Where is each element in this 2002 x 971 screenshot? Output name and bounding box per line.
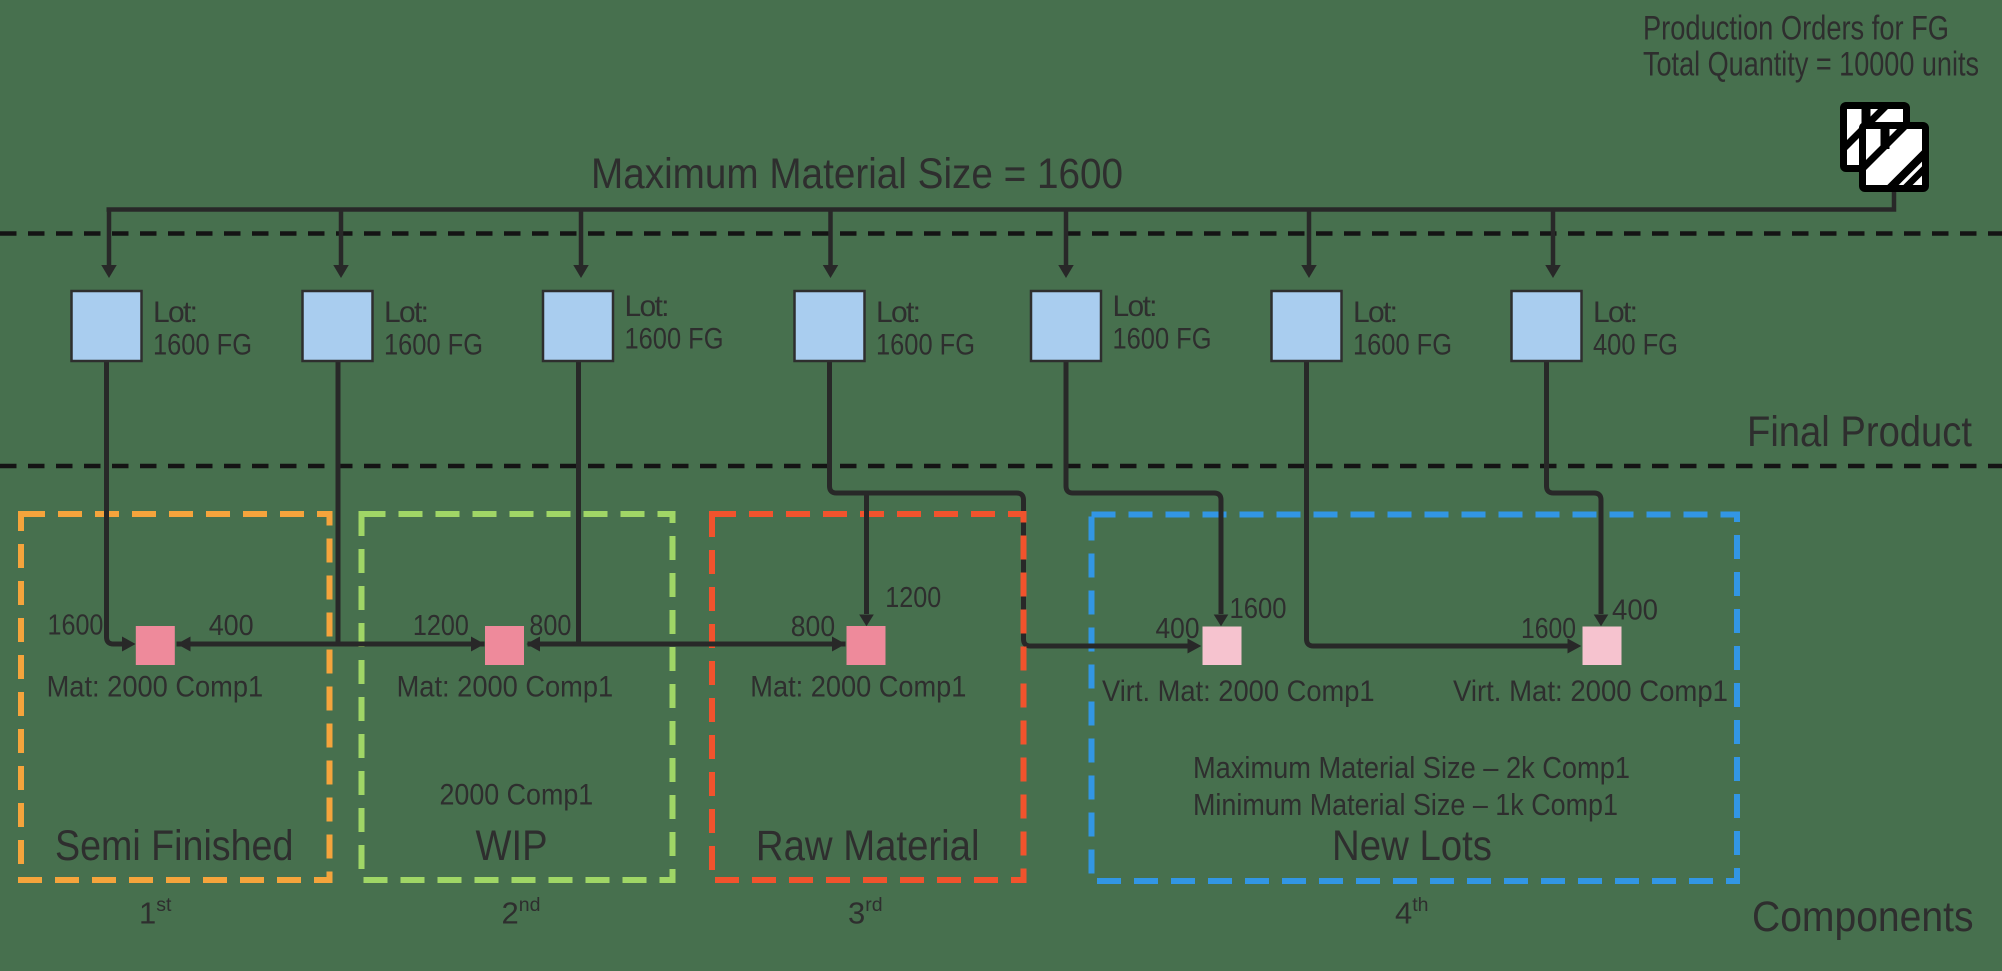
svg-text:New Lots: New Lots <box>1332 823 1492 870</box>
svg-text:Components: Components <box>1752 894 1974 941</box>
svg-text:400 FG: 400 FG <box>1593 329 1678 362</box>
svg-text:1600 FG: 1600 FG <box>1353 329 1452 362</box>
svg-text:Virt. Mat: 2000 Comp1: Virt. Mat: 2000 Comp1 <box>1453 675 1728 708</box>
svg-text:Total Quantity = 10000 units: Total Quantity = 10000 units <box>1643 46 1979 84</box>
svg-text:Raw Material: Raw Material <box>756 823 980 870</box>
svg-text:Virt. Mat: 2000 Comp1: Virt. Mat: 2000 Comp1 <box>1102 675 1375 708</box>
svg-text:Minimum Material Size – 1k Com: Minimum Material Size – 1k Comp1 <box>1193 788 1618 822</box>
svg-text:Maximum Material Size – 2k Com: Maximum Material Size – 2k Comp1 <box>1193 751 1630 785</box>
svg-text:400: 400 <box>1156 613 1200 645</box>
svg-text:Lot:: Lot: <box>1353 296 1398 329</box>
svg-text:Production Orders for FG: Production Orders for FG <box>1643 10 1949 48</box>
svg-text:Semi Finished: Semi Finished <box>55 823 293 870</box>
svg-text:Lot:: Lot: <box>1593 296 1638 329</box>
svg-text:1600 FG: 1600 FG <box>625 323 724 356</box>
svg-text:Lot:: Lot: <box>1113 290 1158 323</box>
svg-text:Lot:: Lot: <box>876 296 921 329</box>
svg-text:800: 800 <box>529 610 571 642</box>
svg-text:Lot:: Lot: <box>625 290 670 323</box>
svg-text:400: 400 <box>1612 595 1658 627</box>
svg-text:Lot:: Lot: <box>153 296 198 329</box>
svg-text:1200: 1200 <box>413 610 469 642</box>
svg-text:400: 400 <box>209 610 254 642</box>
svg-text:Maximum Material Size = 1600: Maximum Material Size = 1600 <box>591 151 1123 198</box>
svg-text:1200: 1200 <box>885 582 941 614</box>
svg-text:Lot:: Lot: <box>384 296 429 329</box>
svg-text:1600 FG: 1600 FG <box>384 329 483 362</box>
svg-text:Final Product: Final Product <box>1747 409 1972 456</box>
svg-text:2000 Comp1: 2000 Comp1 <box>440 779 594 812</box>
svg-text:1600: 1600 <box>1230 593 1287 625</box>
svg-text:800: 800 <box>791 611 835 643</box>
svg-text:Mat: 2000 Comp1: Mat: 2000 Comp1 <box>397 671 614 704</box>
svg-text:1600: 1600 <box>1521 613 1576 645</box>
svg-text:WIP: WIP <box>476 823 548 870</box>
svg-text:1600: 1600 <box>48 610 104 642</box>
svg-text:1600 FG: 1600 FG <box>1113 323 1212 356</box>
svg-text:1600 FG: 1600 FG <box>153 329 252 362</box>
svg-text:Mat: 2000 Comp1: Mat: 2000 Comp1 <box>47 671 264 704</box>
svg-text:1600 FG: 1600 FG <box>876 329 975 362</box>
svg-text:Mat: 2000 Comp1: Mat: 2000 Comp1 <box>750 671 966 704</box>
